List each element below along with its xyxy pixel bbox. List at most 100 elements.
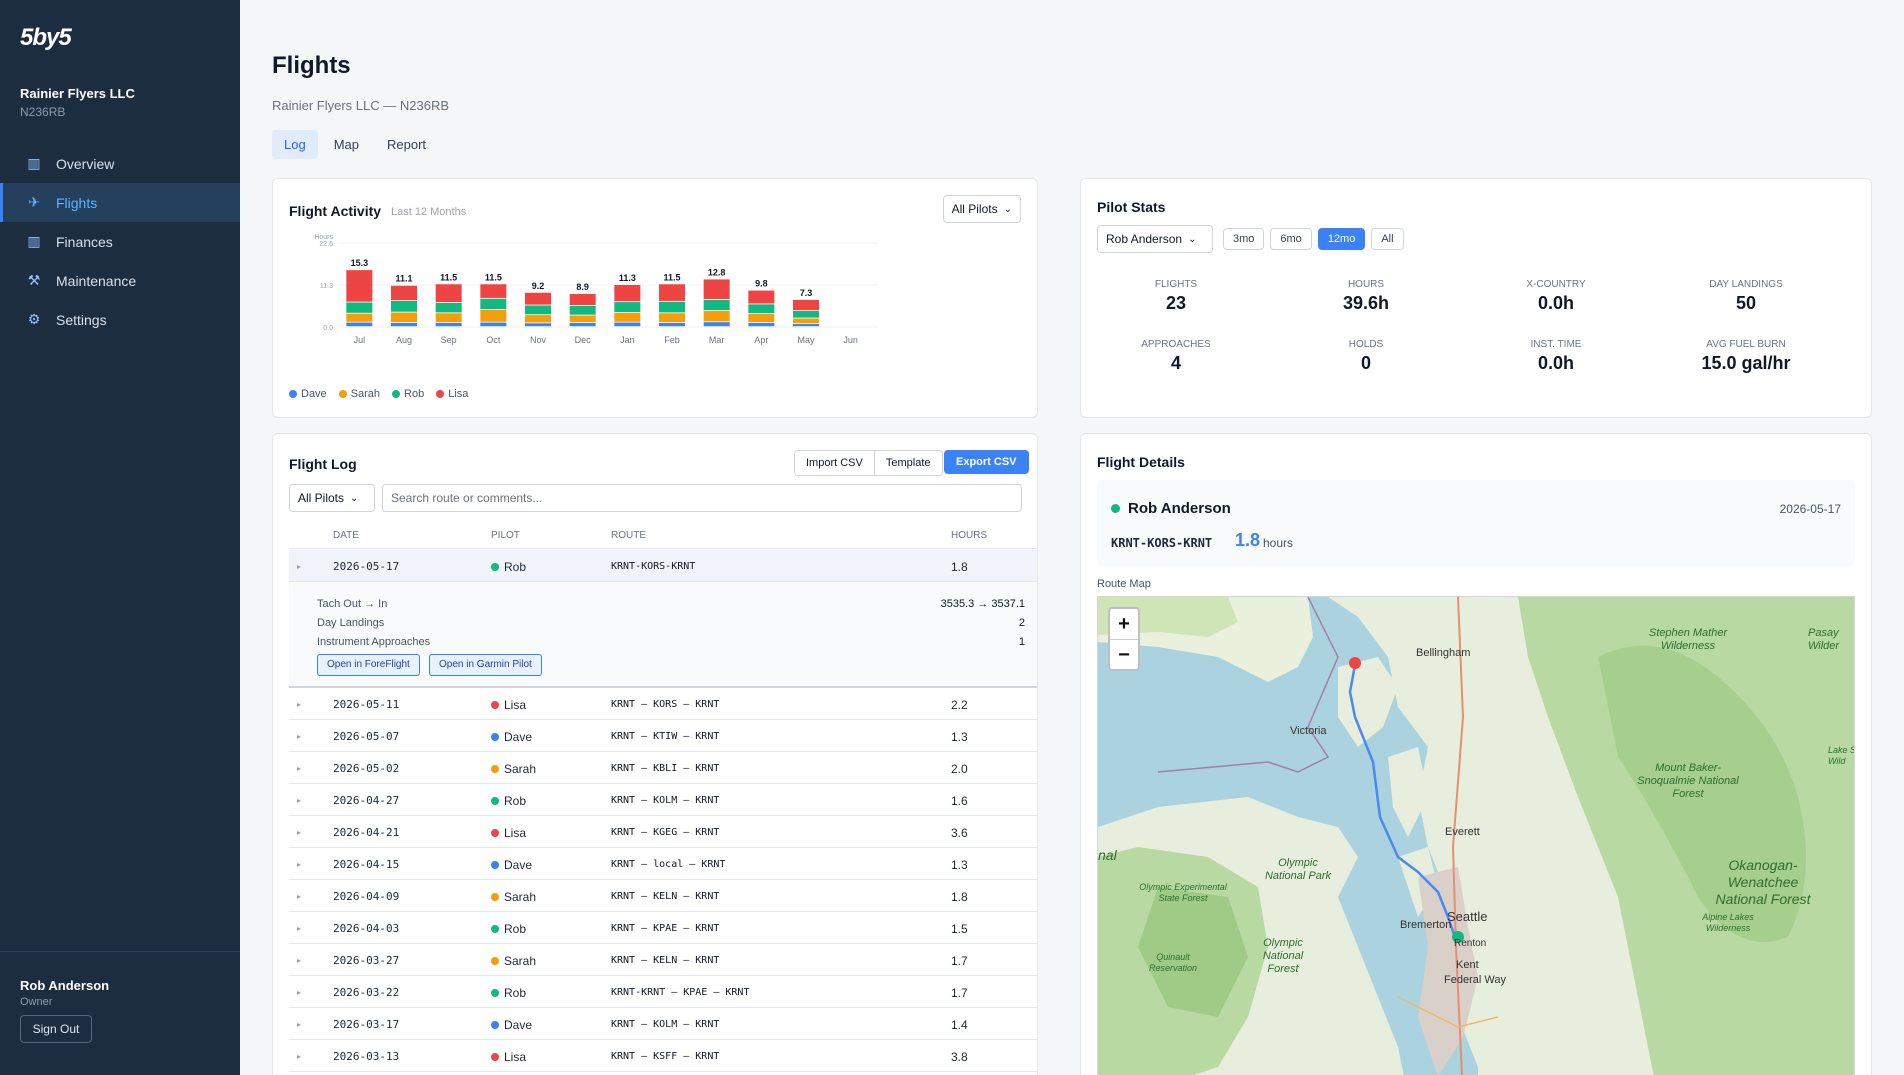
import-csv-button[interactable]: Import CSV [795,451,874,475]
legend-swatch [289,390,297,398]
bar-segment [748,290,775,304]
cell-hours: 1.6 [951,794,968,808]
stat-flights: Flights 23 [1081,279,1271,314]
table-row[interactable]: ▸ 2026-04-09 Sarah KRNT — KELN — KRNT 1.8 [289,880,1037,912]
sign-out-button[interactable]: Sign Out [20,1015,92,1043]
range-3mo-button[interactable]: 3mo [1223,228,1265,250]
bar-segment [793,318,819,324]
table-row[interactable]: ▸ 2026-03-13 Lisa KRNT — KSFF — KRNT 3.8 [289,1040,1037,1072]
cell-hours: 1.8 [951,890,968,904]
x-tick-label: Nov [530,335,547,345]
bar-total-label: 11.3 [619,273,636,283]
range-6mo-button[interactable]: 6mo [1270,228,1312,250]
table-row[interactable]: ▸ 2026-04-15 Dave KRNT — local — KRNT 1.3 [289,848,1037,880]
expand-caret-icon[interactable]: ▸ [297,892,302,901]
pilot-name: Rob [504,986,527,1000]
table-row[interactable]: ▸ 2026-03-27 Sarah KRNT — KELN — KRNT 1.7 [289,944,1037,976]
expand-caret-icon[interactable]: ▸ [297,924,302,933]
nav-item-flights[interactable]: ✈ Flights [0,183,240,222]
route-map[interactable]: + − Bellingham Victoria Everett Seattle … [1097,596,1855,1075]
activity-pilot-select[interactable]: All Pilots ⌄ [942,195,1021,223]
expand-caret-icon[interactable]: ▸ [297,828,302,837]
column-header-hours[interactable]: Hours [951,530,988,541]
cell-pilot: Dave [491,730,532,744]
table-row[interactable]: ▸ 2026-05-17 Rob KRNT-KORS-KRNT 1.8 [289,550,1037,582]
expand-caret-icon[interactable]: ▸ [297,562,302,571]
tab-map[interactable]: Map [333,137,359,152]
table-row[interactable]: ▸ 2026-04-03 Rob KRNT — KPAE — KRNT 1.5 [289,912,1037,944]
table-row[interactable]: ▸ 2026-05-07 Dave KRNT — KTIW — KRNT 1.3 [289,720,1037,752]
legend-label: Dave [301,388,327,400]
cell-pilot: Sarah [491,954,536,968]
open-garmin-pilot-button[interactable]: Open in Garmin Pilot [429,654,542,676]
pilot-color-dot [491,563,499,571]
bar-segment [614,302,641,313]
nav-item-settings[interactable]: ⚙ Settings [0,300,240,339]
map-label-park: Olympic Experimental State Forest [1139,882,1227,903]
y-tick-label: 11.3 [320,283,333,290]
expand-caret-icon[interactable]: ▸ [297,764,302,773]
tab-report[interactable]: Report [387,137,427,152]
cell-route: KRNT-KORS-KRNT [611,561,696,572]
legend-item: Rob [392,388,424,400]
detail-value: 2 [1018,617,1025,629]
nav-item-finances[interactable]: ▥ Finances [0,222,240,261]
template-button[interactable]: Template [873,451,942,475]
pilot-name: Lisa [504,826,527,840]
app-logo[interactable]: 5by5 [20,24,72,51]
stat-day-landings: Day Landings 50 [1651,279,1841,314]
cell-pilot: Lisa [491,1050,526,1064]
bar-segment [614,312,641,322]
expand-caret-icon[interactable]: ▸ [297,1052,302,1061]
bar-segment [659,284,685,301]
expand-caret-icon[interactable]: ▸ [297,956,302,965]
detail-value: 1 [1018,636,1025,648]
zoom-in-button[interactable]: + [1118,613,1130,635]
bar-segment [748,322,775,327]
x-tick-label: Mar [709,335,725,345]
expand-caret-icon[interactable]: ▸ [297,732,302,741]
stats-pilot-select[interactable]: Rob Anderson ⌄ [1097,225,1213,253]
table-row[interactable]: ▸ 2026-04-21 Lisa KRNT — KGEG — KRNT 3.6 [289,816,1037,848]
expand-caret-icon[interactable]: ▸ [297,988,302,997]
zoom-out-button[interactable]: − [1110,639,1138,669]
bar-segment [480,309,507,322]
user-role: Owner [20,996,53,1008]
x-tick-label: May [797,335,815,345]
cell-date: 2026-04-21 [333,826,400,839]
x-tick-label: Apr [754,335,768,345]
pilot-name: Dave [504,1018,533,1032]
table-row[interactable]: ▸ 2026-04-27 Rob KRNT — KOLM — KRNT 1.6 [289,784,1037,816]
expand-caret-icon[interactable]: ▸ [297,796,302,805]
expand-caret-icon[interactable]: ▸ [297,1020,302,1029]
map-label-place: Bellingham [1416,647,1471,659]
range-12mo-button[interactable]: 12mo [1317,228,1366,250]
table-row[interactable]: ▸ 2026-05-11 Lisa KRNT — KORS — KRNT 2.2 [289,688,1037,720]
pilot-name: Sarah [504,762,537,776]
nav-item-maintenance[interactable]: ⚒ Maintenance [0,261,240,300]
column-header-pilot[interactable]: Pilot [491,530,520,541]
expand-caret-icon[interactable]: ▸ [297,700,302,709]
pilot-name: Lisa [504,1050,527,1064]
column-header-route[interactable]: Route [611,530,646,541]
detail-pilot: Rob Anderson [1111,500,1231,517]
user-panel: Rob Anderson Owner Sign Out [0,951,240,1075]
gear-icon: ⚙ [27,311,41,327]
log-pilot-select[interactable]: All Pilots ⌄ [289,484,375,512]
column-header-date[interactable]: Date [333,530,359,541]
table-row[interactable]: ▸ 2026-03-22 Rob KRNT-KRNT — KPAE — KRNT 1.7 [289,976,1037,1008]
cell-pilot: Dave [491,858,532,872]
flight-log-card: Flight Log Import CSV Template Export CS… [272,433,1038,1075]
range-all-button[interactable]: All [1371,228,1404,250]
open-foreflight-button[interactable]: Open in ForeFlight [317,654,420,676]
pilot-name: Rob Anderson [1128,500,1231,517]
nav-item-overview[interactable]: ▥ Overview [0,144,240,183]
export-csv-button[interactable]: Export CSV [944,450,1029,474]
table-row[interactable]: ▸ 2026-03-17 Dave KRNT — KOLM — KRNT 1.4 [289,1008,1037,1040]
search-input[interactable]: Search route or comments... [382,484,1022,512]
table-row[interactable]: ▸ 2026-05-02 Sarah KRNT — KBLI — KRNT 2.0 [289,752,1037,784]
expand-caret-icon[interactable]: ▸ [297,860,302,869]
tab-log[interactable]: Log [272,130,318,159]
plane-icon: ✈ [28,194,40,210]
card-title: Pilot Stats [1097,199,1166,215]
